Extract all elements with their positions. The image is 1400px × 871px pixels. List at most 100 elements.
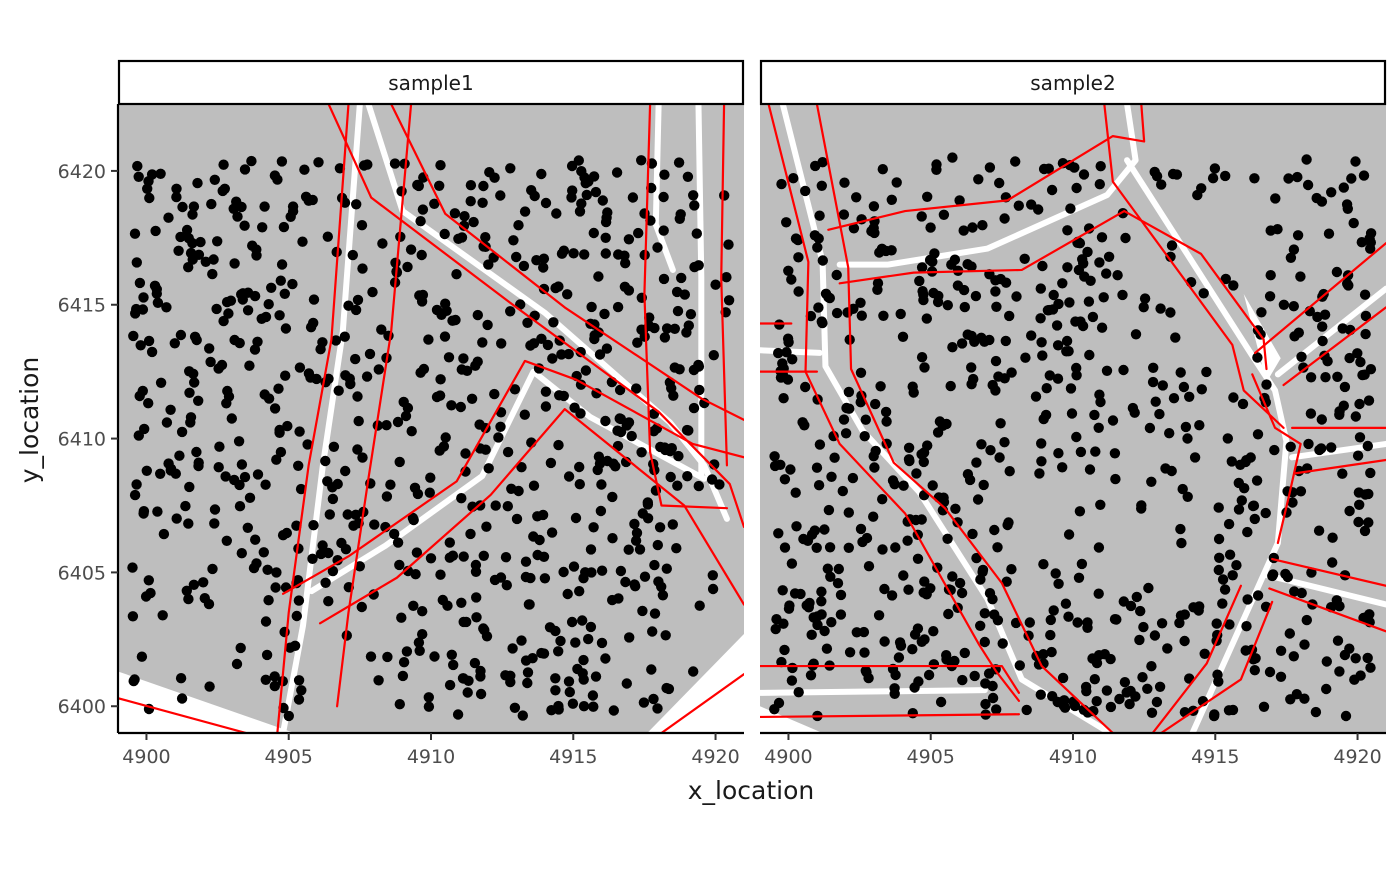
data-point bbox=[516, 635, 527, 646]
data-point bbox=[1057, 462, 1068, 473]
data-point bbox=[1353, 487, 1365, 498]
data-point bbox=[1026, 330, 1037, 341]
data-point bbox=[209, 174, 220, 185]
data-point bbox=[1047, 691, 1058, 702]
data-point bbox=[1321, 656, 1333, 667]
data-point bbox=[163, 212, 174, 223]
data-point bbox=[505, 163, 516, 174]
data-point bbox=[553, 439, 564, 451]
data-point bbox=[877, 544, 888, 555]
data-point bbox=[1063, 611, 1074, 622]
data-point bbox=[520, 655, 532, 666]
data-point bbox=[239, 164, 251, 175]
data-point bbox=[1317, 321, 1328, 332]
data-point bbox=[877, 164, 888, 175]
data-point bbox=[633, 227, 644, 239]
data-point bbox=[1038, 163, 1050, 175]
uncovered-region bbox=[118, 671, 295, 733]
data-point bbox=[547, 353, 558, 364]
data-point bbox=[943, 608, 954, 620]
data-point bbox=[525, 572, 536, 584]
data-point bbox=[303, 368, 315, 379]
data-point bbox=[593, 451, 605, 462]
data-point bbox=[1327, 557, 1338, 568]
data-point bbox=[471, 612, 482, 623]
data-point bbox=[916, 352, 928, 363]
data-point bbox=[483, 259, 494, 270]
data-point bbox=[214, 441, 225, 452]
data-point bbox=[269, 680, 280, 692]
data-point bbox=[287, 201, 299, 212]
data-point bbox=[477, 197, 488, 208]
data-point bbox=[928, 626, 939, 637]
data-point bbox=[843, 507, 854, 518]
data-point bbox=[293, 675, 305, 686]
data-point bbox=[723, 295, 735, 306]
data-point bbox=[211, 303, 222, 315]
data-point bbox=[1363, 395, 1375, 406]
data-point bbox=[776, 178, 787, 190]
data-point bbox=[879, 583, 890, 595]
data-point bbox=[660, 444, 671, 456]
data-point bbox=[919, 576, 930, 587]
data-point bbox=[231, 658, 243, 670]
data-point bbox=[272, 174, 283, 185]
data-point bbox=[596, 479, 607, 490]
data-point bbox=[1292, 171, 1303, 183]
data-point bbox=[897, 331, 909, 342]
data-point bbox=[590, 671, 602, 682]
data-point bbox=[232, 211, 243, 222]
data-point bbox=[496, 338, 507, 349]
data-point bbox=[161, 417, 173, 428]
data-point bbox=[1350, 653, 1361, 664]
data-point bbox=[639, 571, 651, 582]
data-point bbox=[1036, 456, 1047, 467]
data-point bbox=[477, 337, 488, 348]
data-point bbox=[161, 302, 172, 313]
data-point bbox=[769, 451, 780, 462]
data-point bbox=[984, 162, 996, 173]
data-point bbox=[1242, 526, 1253, 538]
data-point bbox=[138, 508, 149, 519]
data-point bbox=[502, 446, 514, 458]
data-point bbox=[880, 406, 892, 418]
data-point bbox=[1298, 362, 1309, 373]
x-tick-label: 4910 bbox=[407, 746, 455, 768]
data-point bbox=[1037, 260, 1048, 272]
data-point bbox=[546, 527, 558, 538]
data-point bbox=[209, 518, 220, 529]
data-point bbox=[481, 631, 493, 642]
data-point bbox=[1256, 307, 1267, 318]
data-point bbox=[502, 501, 513, 512]
data-point bbox=[774, 319, 785, 330]
data-point bbox=[554, 390, 565, 401]
data-point bbox=[448, 659, 459, 671]
data-point bbox=[1096, 232, 1108, 243]
data-point bbox=[188, 368, 199, 379]
data-point bbox=[994, 452, 1005, 463]
data-point bbox=[158, 528, 170, 540]
boundary-line bbox=[760, 713, 1021, 719]
boundary-line bbox=[1293, 458, 1386, 475]
data-point bbox=[323, 547, 334, 559]
data-point bbox=[1326, 187, 1337, 198]
data-point bbox=[1170, 332, 1181, 343]
data-point bbox=[1359, 289, 1371, 300]
data-point bbox=[229, 334, 240, 346]
data-point bbox=[155, 377, 167, 388]
data-point bbox=[682, 471, 693, 482]
data-point bbox=[1135, 605, 1146, 617]
data-point bbox=[1235, 459, 1246, 470]
data-point bbox=[1310, 706, 1322, 718]
data-point bbox=[1165, 251, 1176, 262]
data-point bbox=[895, 640, 907, 651]
data-point bbox=[429, 198, 440, 209]
data-point bbox=[236, 548, 247, 559]
data-point bbox=[693, 480, 704, 492]
data-point bbox=[1220, 273, 1232, 285]
data-point bbox=[990, 355, 1002, 367]
data-point bbox=[949, 655, 960, 667]
boundary-line bbox=[760, 664, 1021, 694]
data-point bbox=[294, 426, 305, 437]
data-point bbox=[566, 192, 577, 203]
